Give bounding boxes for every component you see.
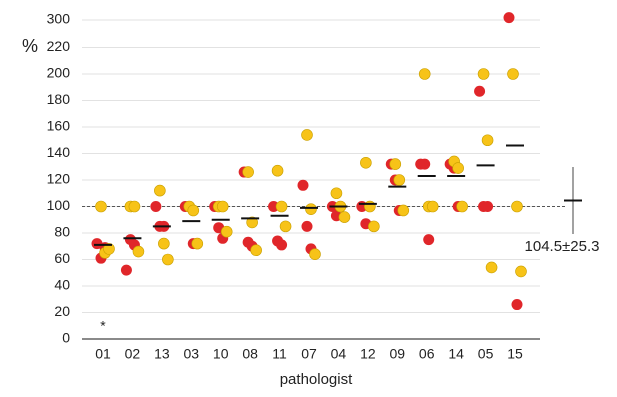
- dot: [162, 253, 174, 266]
- y-tick-label: 120: [47, 171, 71, 187]
- y-tick-label: 20: [54, 303, 70, 319]
- x-tick-label: 01: [95, 346, 111, 362]
- dot: [305, 203, 317, 215]
- x-tick-label: 08: [242, 346, 258, 362]
- y-tick-label: 140: [47, 144, 71, 160]
- y-tick-label: 160: [47, 118, 71, 134]
- y-tick-label: 40: [54, 277, 70, 293]
- dot: [482, 201, 494, 212]
- x-axis-label: pathologist: [280, 371, 353, 388]
- dot: [301, 129, 313, 141]
- dot: [271, 164, 284, 177]
- dot: [368, 220, 380, 233]
- y-tick-label: 80: [54, 224, 70, 240]
- dot: [481, 134, 494, 147]
- dot: [389, 158, 402, 170]
- dot: [191, 237, 204, 250]
- dot: [477, 68, 490, 80]
- note-marker: *: [100, 318, 106, 334]
- dot: [301, 220, 313, 232]
- dot: [128, 200, 141, 213]
- dot: [309, 248, 321, 260]
- dot: [268, 201, 280, 212]
- dot: [338, 211, 351, 223]
- y-tick-label: 180: [47, 91, 71, 107]
- dot: [220, 225, 233, 238]
- x-tick-label: 12: [360, 346, 376, 362]
- x-tick-label: 06: [419, 346, 435, 362]
- dot: [507, 68, 519, 80]
- dot: [246, 216, 258, 229]
- x-tick-label: 02: [125, 346, 141, 362]
- dot: [474, 85, 486, 97]
- dot: [426, 200, 439, 213]
- y-tick-label: 60: [54, 250, 70, 266]
- x-tick-label: 13: [154, 346, 170, 362]
- dot: [456, 200, 468, 213]
- summary-label: 104.5±25.3: [525, 238, 600, 255]
- dot: [503, 12, 515, 24]
- dot: [515, 265, 527, 278]
- dot: [511, 299, 523, 311]
- y-tick-label: 100: [47, 197, 71, 213]
- dot: [393, 174, 406, 186]
- dot: [418, 68, 431, 80]
- x-tick-label: 05: [478, 346, 494, 362]
- dot: [419, 158, 431, 170]
- y-tick-label: 220: [47, 38, 71, 54]
- dot: [511, 200, 523, 213]
- dot: [364, 200, 376, 213]
- dot: [242, 166, 254, 178]
- y-tick-label: 0: [62, 330, 70, 346]
- dot: [150, 201, 162, 212]
- x-tick-label: 07: [301, 346, 317, 362]
- dot: [216, 200, 229, 213]
- x-tick-label: 15: [507, 346, 523, 362]
- dot: [120, 264, 132, 276]
- dot: [397, 204, 410, 217]
- dot: [297, 179, 309, 191]
- x-tick-label: 03: [183, 346, 199, 362]
- x-tick-label: 04: [331, 346, 347, 362]
- dot: [423, 234, 435, 246]
- dot: [95, 200, 107, 213]
- y-tick-label: 300: [47, 11, 71, 27]
- y-tick-label: 200: [47, 65, 71, 81]
- x-tick-label: 09: [389, 346, 405, 362]
- dot: [330, 187, 343, 200]
- dot: [276, 239, 288, 251]
- dot: [132, 245, 145, 258]
- dot: [360, 156, 372, 169]
- dot: [158, 237, 170, 250]
- x-tick-label: 14: [448, 346, 464, 362]
- dot: [279, 220, 292, 233]
- dot: [154, 184, 166, 197]
- dot: [250, 244, 262, 257]
- dot: [485, 261, 498, 274]
- dot: [187, 204, 200, 217]
- dot: [452, 162, 464, 174]
- dot: [275, 200, 288, 213]
- x-tick-label: 11: [272, 346, 287, 362]
- y-axis-label: %: [22, 36, 38, 56]
- dot: [103, 243, 115, 255]
- x-tick-label: 10: [213, 346, 229, 362]
